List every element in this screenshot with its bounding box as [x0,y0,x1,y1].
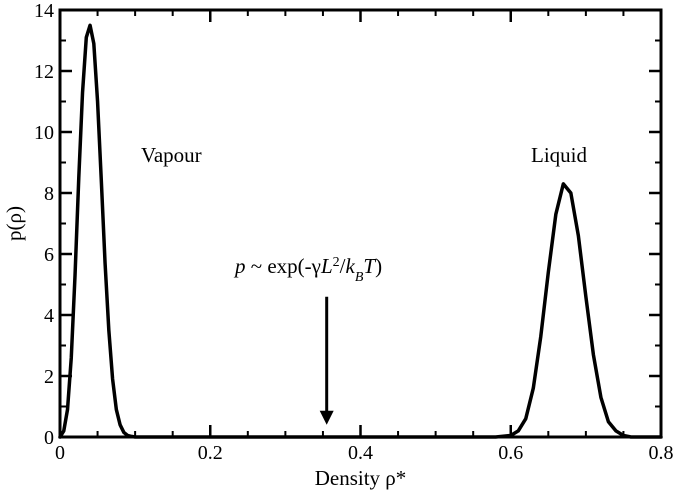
y-tick-label: 0 [44,427,54,449]
y-tick-label: 2 [44,366,54,388]
x-tick-label: 0 [55,442,65,464]
formula-subscript: B [355,270,364,285]
y-tick-label: 6 [44,244,54,266]
formula-p: p [233,254,246,278]
y-axis-label: p(ρ) [2,206,26,241]
probability-formula-annotation: p ~ exp(-γL2/kBT) [233,254,382,285]
x-tick-label: 0.8 [649,442,674,464]
plot-frame [58,8,663,439]
x-tick-label: 0.6 [498,442,523,464]
tick-labels: 0 0.2 0.4 0.6 0.8 0 2 4 6 8 10 12 14 [34,0,674,464]
x-tick-label: 0.2 [198,442,223,464]
formula-L: L [320,254,333,278]
liquid-annotation: Liquid [531,143,587,167]
formula-exponent: 2 [333,255,340,270]
y-tick-label: 10 [34,122,54,144]
x-axis-label: Density ρ* [315,466,407,490]
vapour-annotation: Vapour [141,143,202,167]
y-tick-label: 12 [34,61,54,83]
y-tick-label: 14 [34,0,54,22]
series-line [58,23,663,439]
formula-close: ) [375,254,382,278]
minor-ticks [59,9,662,438]
formula-T: T [363,254,376,278]
x-tick-label: 0.4 [348,442,373,464]
y-tick-label: 8 [44,183,54,205]
formula-slash: / [340,254,346,278]
formula-k: k [345,254,355,278]
y-tick-label: 4 [44,305,54,327]
formula-exp: ~ exp(-γ [246,254,321,278]
arrow-head-icon [319,410,334,425]
major-ticks [58,8,663,439]
